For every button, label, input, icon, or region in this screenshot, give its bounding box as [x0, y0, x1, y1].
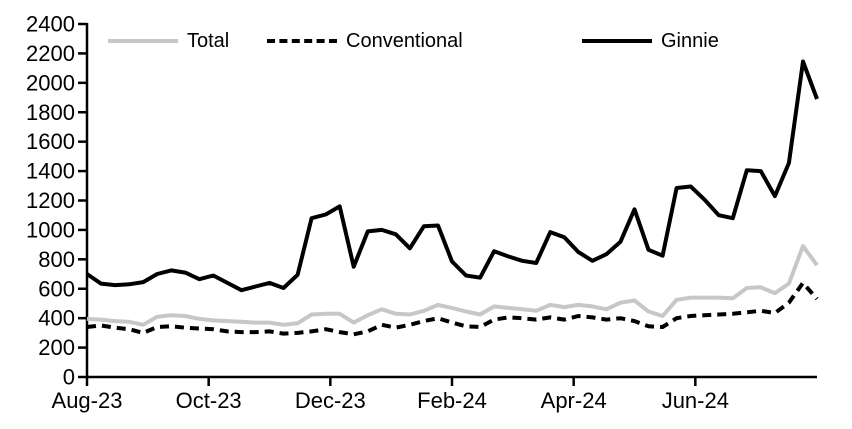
- series-line-conventional: [86, 280, 819, 337]
- x-axis-tick-label: Oct-23: [176, 388, 242, 413]
- y-axis-tick-label: 1200: [26, 188, 75, 213]
- legend-swatch-total-line: [108, 39, 178, 43]
- x-axis-tick-label: Aug-23: [52, 388, 123, 413]
- y-axis-tick-label: 600: [38, 276, 75, 301]
- x-axis-tick-label: Dec-23: [295, 388, 366, 413]
- legend-swatch-conventional-line: [267, 39, 337, 43]
- x-axis-tick-label: Jun-24: [662, 388, 729, 413]
- y-axis-tick-label: 1600: [26, 129, 75, 154]
- y-axis-tick-label: 2200: [26, 41, 75, 66]
- x-axis-tick-label: Apr-24: [541, 388, 607, 413]
- y-axis-tick-label: 1400: [26, 159, 75, 184]
- x-axis-tick-label: Feb-24: [417, 388, 487, 413]
- legend-swatch-ginnie-line: [582, 39, 652, 43]
- y-axis-tick-label: 400: [38, 306, 75, 331]
- y-axis-tick-label: 200: [38, 335, 75, 360]
- series-line-ginnie: [85, 59, 819, 293]
- series-line-total: [86, 244, 819, 327]
- y-axis-tick-label: 2000: [26, 70, 75, 95]
- legend-label-conventional: Conventional: [346, 30, 463, 52]
- legend-label-ginnie: Ginnie: [661, 30, 719, 52]
- legend-item-total: Total: [108, 29, 229, 53]
- y-axis-tick-label: 2400: [26, 12, 75, 37]
- y-axis-tick-label: 1800: [26, 100, 75, 125]
- y-axis-tick-label: 1000: [26, 217, 75, 242]
- legend-item-conventional: Conventional: [267, 29, 463, 53]
- legend-item-ginnie: Ginnie: [582, 29, 719, 53]
- y-axis-tick-label: 800: [38, 247, 75, 272]
- legend-label-total: Total: [187, 30, 230, 52]
- y-axis-tick-label: 0: [63, 365, 75, 390]
